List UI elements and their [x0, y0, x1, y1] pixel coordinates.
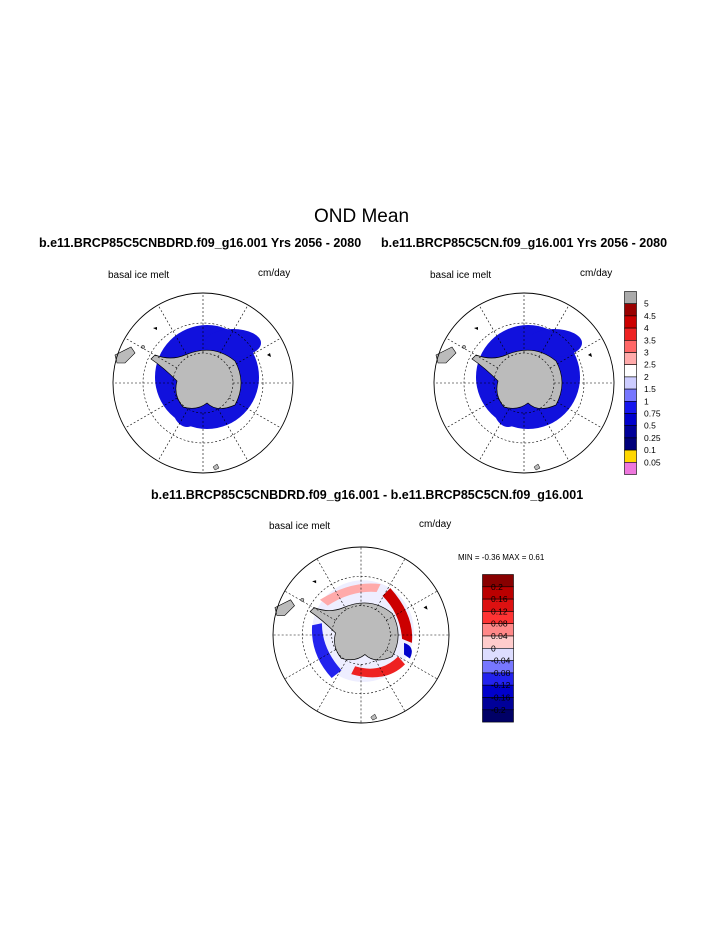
island-marker [423, 605, 428, 610]
island-marker [312, 580, 317, 584]
meridian-line [316, 660, 347, 712]
left-field-label: basal ice melt [108, 270, 170, 281]
colorbar-box [624, 339, 637, 353]
new-zealand-land [370, 713, 378, 721]
colorbar-tick-label: 0.2 [491, 582, 503, 592]
colorbar-box [624, 291, 637, 304]
colorbar-box [624, 401, 637, 414]
new-zealand-land [533, 463, 541, 471]
meridian-line [386, 590, 438, 621]
island-marker [474, 327, 478, 330]
diff-positive-east [382, 588, 413, 643]
colorbar-tick-label: 2.5 [644, 360, 656, 370]
left-units-label: cm/day [258, 268, 291, 279]
colorbar-tick-label: 0.75 [644, 409, 661, 419]
south-america-land [114, 346, 136, 364]
left-panel-title: b.e11.BRCP85C5CNBDRD.f09_g16.001 Yrs 205… [39, 236, 362, 250]
colorbar-box [624, 376, 637, 390]
melt-ross [205, 329, 261, 357]
colorbar-tick-label: 2 [644, 372, 649, 382]
diff-positive-north [319, 583, 381, 606]
colorbar-tick-label: 0.05 [644, 457, 661, 467]
south-america-land [274, 599, 295, 616]
diff-negative-east [404, 642, 412, 659]
colorbar-tick-label: -0.2 [491, 705, 506, 715]
page-title: OND Mean [313, 206, 410, 227]
melt-ross [526, 329, 582, 357]
colorbar-tick-label: 1 [644, 396, 649, 406]
diff-minmax-label: MIN = -0.36 MAX = 0.61 [458, 553, 545, 562]
map-border [272, 546, 450, 724]
diff-negative-west [311, 623, 342, 679]
antarctica-land [150, 349, 242, 409]
colorbar-box [624, 437, 637, 451]
colorbar-tick-label: 0.5 [644, 421, 656, 431]
colorbar-tick-label: -0.16 [491, 693, 511, 703]
colorbar-tick-label: 0.16 [491, 594, 508, 604]
colorbar-tick-label: 5 [644, 299, 649, 309]
island-marker [588, 353, 592, 357]
meridian-line [549, 337, 603, 369]
colorbar-box [624, 388, 637, 402]
colorbar-tick-label: 0.25 [644, 433, 661, 443]
meridian-line [386, 649, 438, 680]
island-marker [153, 327, 157, 330]
colorbar-box [624, 315, 637, 329]
right-field-label: basal ice melt [430, 270, 492, 281]
meridian-line [375, 660, 406, 712]
colorbar-box [624, 327, 637, 341]
left-map [112, 292, 294, 474]
meridian-line [375, 558, 406, 610]
colorbar-box [482, 709, 514, 723]
map-border [112, 292, 294, 474]
right-panel-title: b.e11.BRCP85C5CN.f09_g16.001 Yrs 2056 - … [381, 236, 668, 250]
colorbar-tick-label: 0.08 [491, 619, 508, 629]
colorbar-box [624, 425, 637, 439]
diff-units-label: cm/day [419, 519, 452, 530]
meridian-line [124, 337, 178, 369]
colorbar-box [624, 364, 637, 378]
antarctica-land [309, 602, 399, 661]
right-units-label: cm/day [580, 268, 613, 279]
diff-colorbar: 0.2 0.16 0.12 0.08 0.04 0 -0.04 -0.08 -0.12 -0.16… [482, 574, 514, 723]
island-marker [267, 353, 271, 357]
colorbar-tick-label: 4 [644, 323, 649, 333]
colorbar-tick-label: 3.5 [644, 335, 656, 345]
colorbar-box [624, 413, 637, 426]
colorbar-tick-label: -0.12 [491, 680, 511, 690]
colorbar-box [624, 449, 637, 463]
colorbar-tick-label: 4.5 [644, 311, 656, 321]
colorbar-tick-label: 0 [491, 643, 496, 653]
right-map [433, 292, 615, 474]
colorbar-box [624, 303, 637, 317]
antarctica-land [471, 349, 563, 409]
diff-field-label: basal ice melt [269, 521, 331, 532]
new-zealand-land [212, 463, 220, 471]
falkland-islands [462, 345, 466, 349]
meridian-line [284, 649, 336, 680]
colorbar-tick-label: -0.08 [491, 668, 511, 678]
diff-panel-title: b.e11.BRCP85C5CNBDRD.f09_g16.001 - b.e11… [151, 488, 584, 502]
diff-positive-south [351, 656, 405, 678]
meridian-line [316, 558, 347, 610]
colorbar-box [624, 462, 637, 475]
colorbar-tick-label: 3 [644, 348, 649, 358]
meridian-line [284, 590, 336, 621]
map-border [433, 292, 615, 474]
falkland-islands [300, 597, 305, 602]
colorbar-tick-label: 1.5 [644, 384, 656, 394]
falkland-islands [141, 345, 145, 349]
colorbar-box [624, 352, 637, 365]
colorbar-tick-label: 0.1 [644, 445, 656, 455]
meridian-line [124, 397, 178, 429]
south-america-land [435, 346, 457, 364]
diff-map [272, 546, 450, 724]
colorbar-tick-label: -0.04 [491, 656, 511, 666]
graticule [273, 547, 449, 723]
colorbar-tick-label: 0.04 [491, 631, 508, 641]
colorbar-tick-label: 0.12 [491, 606, 508, 616]
abs-colorbar: 5 4.5 4 3.5 3 2.5 2 1.5 1 0.75 0.5 0.25 0.1 0.05 [624, 291, 661, 475]
